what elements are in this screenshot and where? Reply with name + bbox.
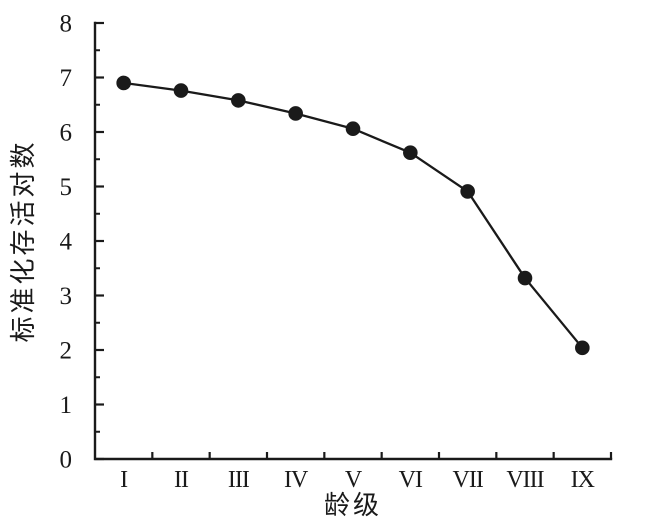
y-tick-label: 7 — [60, 65, 73, 92]
data-point — [116, 75, 131, 91]
x-tick-label: VIII — [506, 467, 544, 493]
y-axis-minor-ticks — [95, 49, 100, 433]
data-point — [575, 340, 590, 356]
x-tick-label: I — [120, 467, 128, 493]
data-points — [116, 75, 590, 356]
x-axis-boundary-ticks — [151, 452, 613, 459]
y-tick-label: 1 — [60, 392, 73, 419]
x-tick-label: VII — [453, 467, 484, 493]
x-tick-label: V — [345, 467, 363, 493]
y-tick-label: 6 — [60, 120, 73, 147]
y-tick-label: 0 — [60, 447, 73, 474]
data-point — [460, 184, 475, 199]
data-point — [288, 106, 303, 121]
y-axis-title: 标准化存活对数 — [9, 139, 38, 342]
y-tick-label: 4 — [60, 229, 73, 256]
y-axis-tick-labels: 0 1 2 3 4 5 6 7 8 — [60, 11, 73, 474]
data-point — [345, 121, 361, 137]
data-point — [231, 93, 246, 108]
y-tick-label: 3 — [60, 283, 73, 310]
y-tick-label: 2 — [60, 338, 73, 365]
x-tick-label: II — [174, 467, 189, 493]
data-point — [403, 145, 418, 161]
data-point — [517, 270, 533, 286]
data-point — [173, 83, 189, 98]
y-tick-label: 8 — [60, 11, 73, 38]
x-tick-label: IV — [284, 467, 309, 493]
y-tick-label: 5 — [60, 174, 73, 201]
y-axis-major-ticks — [95, 21, 104, 461]
x-tick-label: VI — [399, 467, 423, 493]
x-axis-tick-labels: I II III IV V VI VII VIII IX — [120, 467, 595, 493]
x-axis-title: 龄级 — [324, 491, 382, 520]
x-tick-label: IX — [571, 467, 595, 493]
x-tick-label: III — [228, 467, 250, 493]
